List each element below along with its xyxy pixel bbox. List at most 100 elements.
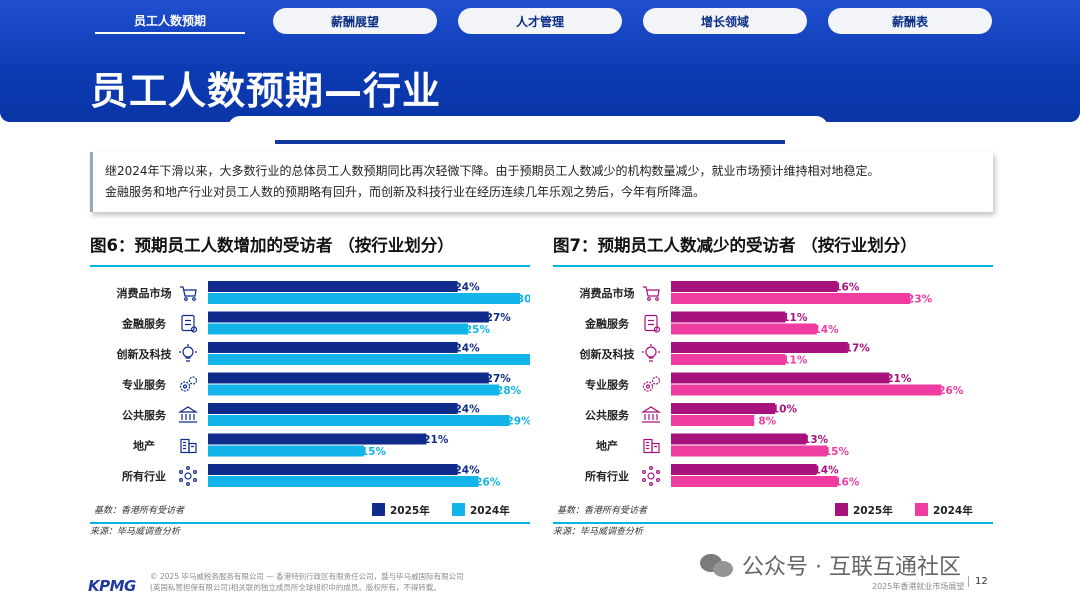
chart6-bar-2025	[208, 433, 427, 445]
chart7-data-label: 17%	[845, 343, 871, 355]
building-icon	[643, 438, 660, 454]
chart-7-title: 图7：预期员工人数减少的受访者 （按行业划分）	[553, 236, 917, 255]
chart7-bar-2025	[671, 403, 775, 414]
chart6-bar-2025	[208, 403, 458, 414]
tab-talent-management[interactable]: 人才管理	[458, 8, 622, 34]
chart-7-panel: 消费品市场 16% 23% 金融服务 11% 14% 创新及科技 17% 11% 专业服务 21% 2…	[553, 265, 993, 524]
chart6-bar-2025	[208, 372, 489, 384]
chart6-bar-2024	[208, 323, 468, 335]
chart6-category-label: 地产	[133, 439, 155, 453]
chart7-bar-2024	[671, 323, 817, 335]
chart6-bar-2025	[208, 342, 458, 353]
intro-line-1: 继2024年下滑以来，大多数行业的总体员工人数预期同比再次轻微下降。由于预期员工…	[105, 164, 880, 178]
chart7-legend-swatch	[915, 503, 928, 516]
chart6-category-label: 专业服务	[122, 378, 167, 392]
chart7-data-label: 8%	[758, 416, 776, 428]
chart7-data-label: 11%	[782, 312, 808, 324]
chart-6-svg: 消费品市场24%30%金融服务27%25%创新及科技24%32%专业服务27%2…	[94, 281, 563, 517]
tab-salary-outlook[interactable]: 薪酬展望	[273, 8, 437, 34]
chart7-data-label: 23%	[907, 294, 933, 306]
tab-salary-table[interactable]: 薪酬表	[828, 8, 992, 34]
network-icon	[178, 466, 197, 487]
chart7-category-label: 金融服务	[584, 317, 630, 331]
legal-line-1: © 2025 毕马威税务服务有限公司 — 香港特别行政区有限责任公司，暨与毕马威…	[150, 572, 464, 581]
chart7-category-label: 消费品市场	[580, 286, 635, 300]
chart6-data-label: 27%	[486, 312, 512, 324]
chart7-bar-2024	[671, 445, 827, 457]
tab-headcount[interactable]: 员工人数预期	[95, 8, 245, 34]
chart7-data-label: 21%	[886, 373, 912, 385]
bulb-icon	[179, 344, 197, 362]
chart6-bar-2024	[208, 445, 364, 457]
chart6-bar-2024	[208, 293, 520, 304]
watermark: 公众号 · 互联互通社区	[700, 549, 961, 581]
chart-7-source: 来源：毕马威调查分析	[553, 527, 644, 537]
chart-7-svg: 消费品市场 16% 23% 金融服务 11% 14% 创新及科技 17% 11% 专业服务 21% 2…	[557, 281, 973, 517]
chart6-legend-swatch	[452, 503, 465, 516]
chart6-legend-label: 2024年	[470, 504, 510, 517]
chart7-bar-2025	[671, 311, 786, 323]
title-underline	[275, 140, 785, 144]
chart7-bar-2025	[671, 372, 890, 384]
intro-box: 继2024年下滑以来，大多数行业的总体员工人数预期同比再次轻微下降。由于预期员工…	[90, 152, 993, 212]
chart7-bar-2025	[671, 433, 807, 445]
chart6-data-label: 29%	[506, 416, 530, 428]
chart6-bar-2024	[208, 354, 541, 365]
cart-icon	[643, 286, 660, 301]
chart7-bar-2024	[671, 354, 786, 365]
chart6-data-label: 24%	[454, 404, 480, 416]
cart-icon	[180, 286, 197, 301]
chart6-data-label: 30%	[517, 294, 530, 306]
building-icon	[180, 438, 197, 454]
finance-icon	[644, 314, 661, 333]
chart7-bar-2024	[671, 415, 755, 426]
report-name: 2025年香港就业市场展望	[872, 582, 965, 591]
chart6-bar-2024	[208, 384, 500, 396]
chart6-legend-label: 2025年	[390, 504, 430, 517]
gears-icon	[642, 376, 661, 392]
wechat-icon	[700, 552, 734, 578]
page-number: 12	[968, 576, 988, 587]
chart6-data-label: 27%	[486, 373, 512, 385]
chart-6-title: 图6：预期员工人数增加的受访者 （按行业划分）	[90, 236, 454, 255]
chart7-bar-2025	[671, 342, 848, 353]
watermark-text: 公众号 · 互联互通社区	[742, 555, 961, 580]
bank-icon	[640, 406, 662, 423]
chart6-data-label: 28%	[496, 385, 522, 397]
chart7-data-label: 26%	[938, 385, 964, 397]
bank-icon	[177, 406, 199, 423]
intro-line-2: 金融服务和地产行业对员工人数的预期略有回升，而创新及科技行业在经历连续几年乐观之…	[105, 185, 706, 199]
chart6-category-label: 金融服务	[121, 317, 167, 331]
chart7-category-label: 所有行业	[585, 469, 629, 483]
chart7-bar-2024	[671, 476, 838, 487]
chart6-category-label: 所有行业	[122, 469, 166, 483]
chart7-bar-2025	[671, 281, 838, 292]
chart7-bar-2024	[671, 293, 911, 304]
chart7-data-label: 13%	[803, 434, 829, 446]
chart6-legend-swatch	[372, 503, 385, 516]
chart7-data-label: 11%	[782, 355, 808, 367]
chart6-data-label: 24%	[454, 465, 480, 477]
chart6-bar-2024	[208, 415, 510, 426]
chart7-category-label: 创新及科技	[579, 347, 636, 361]
network-icon	[641, 466, 660, 487]
gears-icon	[179, 376, 198, 392]
chart6-category-label: 公共服务	[122, 408, 167, 422]
chart7-data-label: 10%	[772, 404, 798, 416]
bulb-icon	[642, 344, 660, 362]
legal-text: © 2025 毕马威税务服务有限公司 — 香港特别行政区有限责任公司，暨与毕马威…	[150, 571, 480, 593]
chart6-base-note: 基数：香港所有受访者	[94, 505, 185, 516]
kpmg-logo: KPMG	[88, 577, 136, 595]
chart7-category-label: 公共服务	[585, 408, 630, 422]
chart6-category-label: 创新及科技	[116, 347, 173, 361]
chart7-data-label: 14%	[813, 324, 839, 336]
chart7-data-label: 16%	[834, 282, 860, 294]
chart6-data-label: 26%	[475, 477, 501, 489]
tab-growth-areas[interactable]: 增长领域	[643, 8, 807, 34]
chart6-data-label: 24%	[454, 343, 480, 355]
chart7-legend-label: 2024年	[933, 504, 973, 517]
chart6-data-label: 15%	[361, 446, 387, 458]
page-title: 员工人数预期—行业	[90, 69, 442, 113]
chart7-base-note: 基数：香港所有受访者	[557, 505, 648, 516]
chart6-data-label: 25%	[465, 324, 491, 336]
